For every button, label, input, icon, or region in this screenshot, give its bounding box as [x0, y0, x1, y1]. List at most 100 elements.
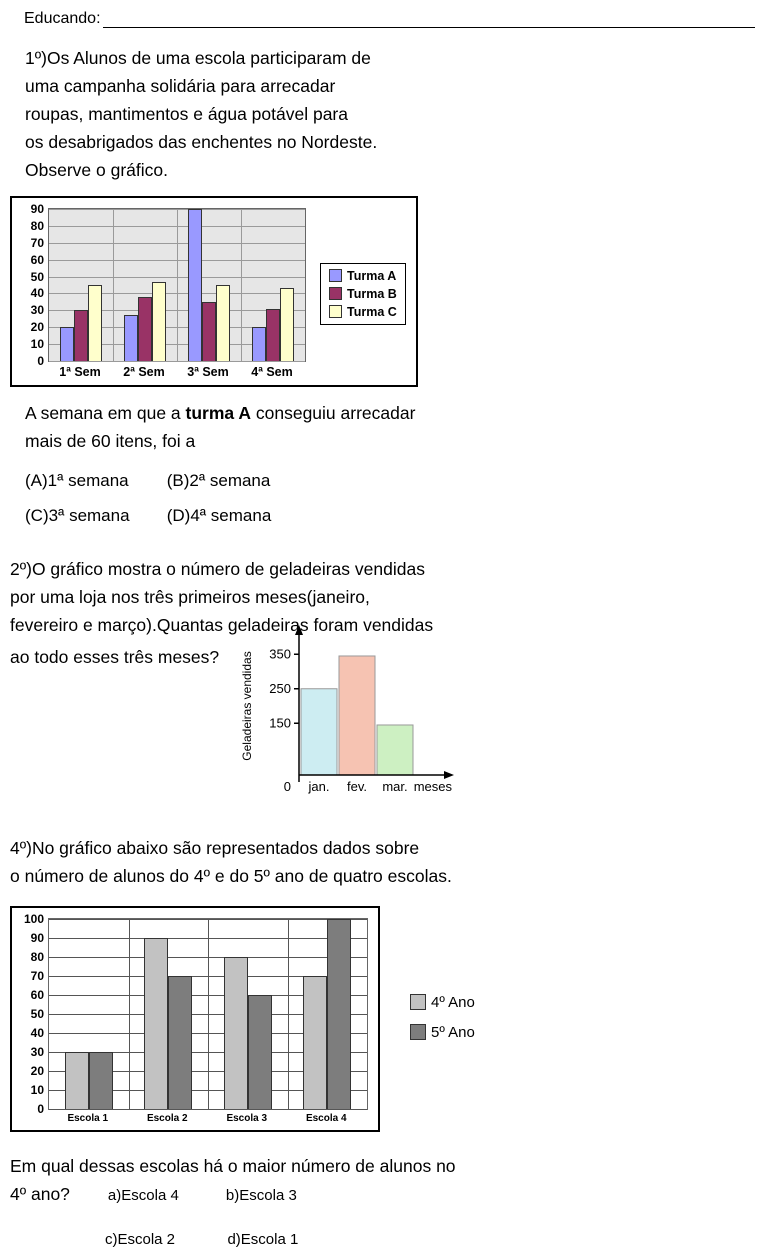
bar-mar.	[376, 724, 414, 776]
bar-turma-b	[266, 308, 280, 361]
q1-option-c: (C)3ª semana	[25, 505, 130, 525]
c-col: 0 10 20 30 40 50 60 70 80 90 1ª Sem 2ª Sem 3ª Sem 4ª …	[20, 203, 306, 379]
legend-swatch	[329, 269, 342, 282]
gridline-vertical	[113, 209, 114, 361]
q1-options-row-1: (A)1ª semana (B)2ª semana	[25, 467, 761, 496]
bar-turma-c	[280, 288, 294, 361]
legend-label: Turma B	[347, 286, 397, 301]
q2-row: ao todo esses três meses? jan. fev. mar. 15…	[10, 624, 761, 820]
q4-options-row-2: c)Escola 2 d)Escola 1	[105, 1231, 761, 1249]
bar-4º-ano	[223, 956, 248, 1109]
q1-option-d: (D)4ª semana	[166, 505, 272, 525]
x-axis-category-label: Escola 3	[226, 1112, 268, 1124]
gridline-vertical	[241, 209, 242, 361]
gridline-vertical	[287, 918, 289, 1109]
bar-turma-c	[88, 285, 102, 361]
name-line: Educando:	[24, 10, 755, 28]
q2-chart: jan. fev. mar. 150 250 350 0 meses Geladeiras ve…	[237, 623, 487, 820]
y-axis-tick-label: 50	[30, 1006, 44, 1021]
y-axis-tick-label: 40	[30, 286, 44, 301]
chart1-legend: Turma A Turma B Turma C	[320, 262, 406, 325]
bar-jan.	[300, 688, 338, 776]
bar-5º-ano	[88, 1051, 113, 1109]
y-axis-tick-label: 90	[30, 930, 44, 945]
q2-statement-last-line: ao todo esses três meses?	[10, 646, 220, 667]
q4-option-b: b)Escola 3	[225, 1186, 297, 1204]
y-axis-tick-label: 80	[30, 949, 44, 964]
q2-statement: 2º)O gráfico mostra o número de geladeir…	[10, 558, 434, 635]
q1-question-bold-turma-a: turma A	[185, 403, 252, 423]
educando-label: Educando:	[24, 10, 101, 27]
legend-item: 4º Ano	[410, 994, 475, 1011]
bar-turma-a	[124, 315, 138, 361]
q1-question-suffix: conseguiu arrecadar mais de 60 itens, fo…	[25, 403, 416, 451]
legend-label: 5º Ano	[431, 1023, 475, 1041]
q1-options-row-2: (C)3ª semana (D)4ª semana	[25, 502, 761, 531]
bar-turma-a	[252, 327, 266, 361]
bar-fev.	[338, 655, 376, 776]
y-axis-tick-label: 70	[30, 235, 44, 250]
bar-4º-ano	[64, 1051, 89, 1109]
bar-turma-b	[202, 301, 216, 361]
x-axis-arrow	[444, 770, 455, 779]
bar-turma-a	[188, 209, 202, 361]
chart1-x-axis-labels: 1ª Sem 2ª Sem 3ª Sem 4ª Sem	[48, 362, 304, 379]
q4-chart-row: 0 10 20 30 40 50 60 70 80 90 100 Escola 1 Escola 2 Es…	[10, 894, 761, 1140]
x-axis-category-label: Escola 1	[67, 1112, 109, 1124]
q1-question-prefix: A semana em que a	[25, 403, 186, 423]
q4-question-options-row: 4º ano? a)Escola 4 b)Escola 3	[10, 1184, 761, 1205]
q4-chart: 0 10 20 30 40 50 60 70 80 90 100 Escola 1 Escola 2 Es…	[10, 905, 380, 1132]
origin-label: 0	[284, 779, 291, 794]
legend-item: 5º Ano	[410, 1024, 475, 1041]
name-blank-line	[102, 10, 755, 28]
legend-label: Turma A	[347, 268, 397, 283]
chart3-x-axis-labels: Escola 1 Escola 2 Escola 3 Escola 4	[48, 1110, 366, 1124]
bar-5º-ano	[247, 994, 272, 1109]
q4-question-line2: 4º ano?	[10, 1183, 70, 1204]
bar-turma-a	[60, 327, 74, 361]
legend-swatch	[329, 305, 342, 318]
q2-chart-svg: jan. fev. mar. 150 250 350 0 meses Geladeiras ve…	[240, 624, 455, 794]
q4-option-d: d)Escola 1	[227, 1230, 299, 1248]
y-axis-tick-label: 30	[30, 303, 44, 318]
y-axis-tick-label: 30	[30, 1044, 44, 1059]
bar-turma-c	[152, 281, 166, 361]
gridline	[49, 361, 305, 362]
q4-option-c: c)Escola 2	[105, 1230, 176, 1248]
y-axis-tick-label: 250	[269, 681, 291, 696]
x-axis-title: meses	[414, 779, 453, 794]
q1-option-b: (B)2ª semana	[166, 471, 271, 490]
bar-turma-c	[216, 285, 230, 361]
gridline-vertical	[177, 209, 178, 361]
y-axis-tick-label: 150	[269, 715, 291, 730]
y-axis-tick-label: 100	[23, 911, 44, 926]
q4-statement: 4º)No gráfico abaixo são representados d…	[10, 837, 452, 886]
y-axis-tick-label: 0	[37, 1101, 44, 1116]
legend-item: Turma B	[329, 287, 397, 301]
y-axis-tick-label: 50	[30, 269, 44, 284]
y-axis-tick-label: 40	[30, 1025, 44, 1040]
y-axis-tick-label: 10	[30, 337, 44, 352]
legend-label: 4º Ano	[431, 993, 475, 1011]
legend-swatch	[329, 287, 342, 300]
y-axis-tick-label: 20	[30, 1063, 44, 1078]
y-axis-arrow	[295, 624, 304, 635]
y-axis-tick-label: 0	[37, 354, 44, 368]
q1-question: A semana em que a turma A conseguiu arre…	[25, 399, 761, 455]
y-axis-tick-label: 10	[30, 1082, 44, 1097]
q4-question-line1: Em qual dessas escolas há o maior número…	[10, 1155, 456, 1176]
q1-statement: 1º)Os Alunos de uma escola participaram …	[25, 48, 378, 180]
x-axis-category-label: Escola 4	[305, 1112, 347, 1124]
x-axis-category-label: mar.	[382, 779, 407, 794]
bar-4º-ano	[144, 937, 169, 1109]
y-axis-tick-label: 90	[30, 202, 44, 216]
x-axis-category-label: 3ª Sem	[187, 365, 229, 379]
q4-chart-legend: 4º Ano 5º Ano	[410, 994, 475, 1041]
y-axis-tick-label: 350	[269, 646, 291, 661]
q1-option-a: (A)1ª semana	[25, 471, 129, 490]
y-axis-tick-label: 80	[30, 218, 44, 233]
y-axis-tick-label: 70	[30, 968, 44, 983]
legend-item: Turma C	[329, 305, 397, 319]
q4-option-a: a)Escola 4	[107, 1186, 179, 1204]
